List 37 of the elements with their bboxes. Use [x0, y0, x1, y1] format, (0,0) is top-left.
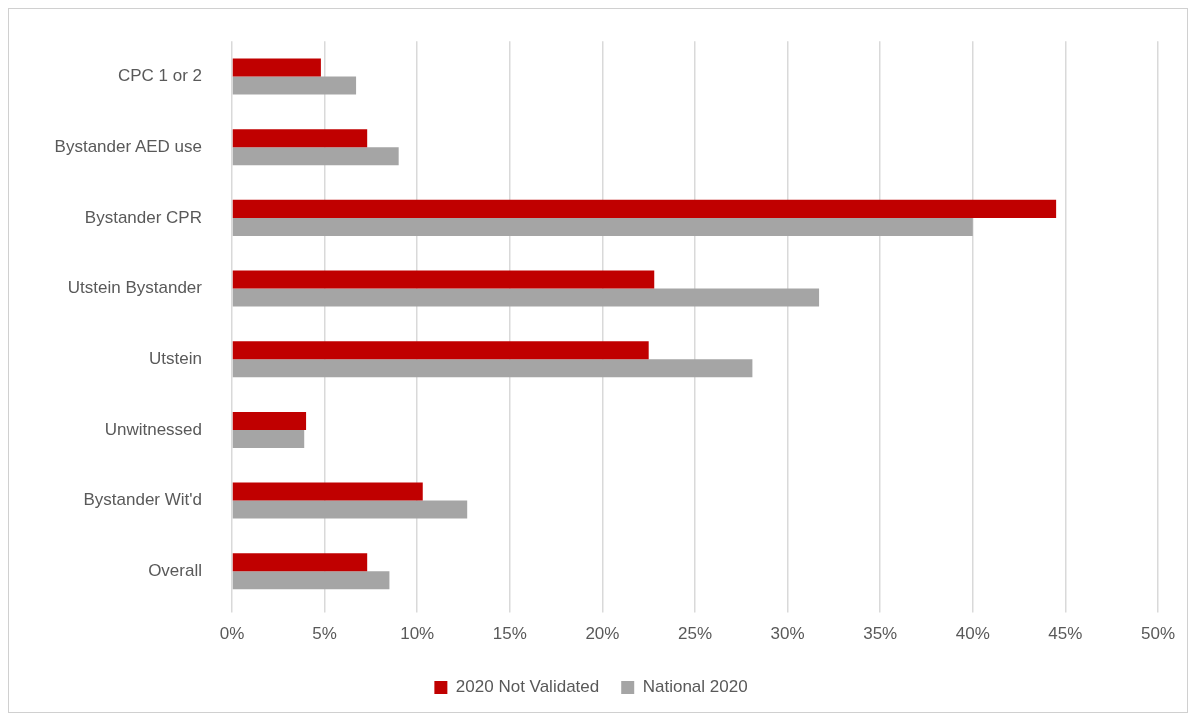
bar [232, 270, 655, 289]
x-tick-label: 10% [400, 624, 435, 644]
bar [232, 147, 399, 166]
x-tick-label: 25% [677, 624, 713, 644]
bar [232, 359, 753, 378]
x-tick-label: 45% [1048, 624, 1083, 644]
bar [232, 199, 1057, 218]
bar [232, 500, 468, 519]
bar [232, 482, 423, 501]
x-tick-label: 0% [219, 624, 245, 644]
legend-label: National 2020 [642, 677, 748, 697]
x-tick-label: 15% [492, 624, 527, 644]
x-tick-label: 50% [1140, 624, 1175, 644]
y-tick-label: Utstein Bystander [67, 278, 203, 298]
y-tick-label: Bystander CPR [84, 207, 202, 227]
y-tick-label: CPC 1 or 2 [117, 66, 202, 86]
y-tick-label: Unwitnessed [104, 419, 202, 439]
x-tick-label: 40% [955, 624, 990, 644]
y-tick-label: Utstein [149, 348, 202, 368]
legend-label: 2020 Not Validated [455, 677, 600, 697]
bar [232, 217, 973, 236]
x-tick-label: 35% [863, 624, 898, 644]
bar [232, 341, 649, 360]
x-tick-label: 20% [585, 624, 620, 644]
bar [232, 58, 321, 77]
x-tick-label: 5% [312, 624, 337, 644]
y-tick-label: Overall [148, 560, 202, 580]
bar [232, 553, 368, 572]
x-tick-label: 30% [770, 624, 805, 644]
y-tick-label: Bystander Wit'd [83, 490, 202, 510]
bar [232, 76, 357, 95]
bar [232, 429, 305, 448]
bar [232, 288, 820, 307]
y-tick-label: Bystander AED use [54, 136, 202, 156]
bar [232, 571, 390, 590]
bar [232, 129, 368, 148]
bar [232, 411, 307, 430]
